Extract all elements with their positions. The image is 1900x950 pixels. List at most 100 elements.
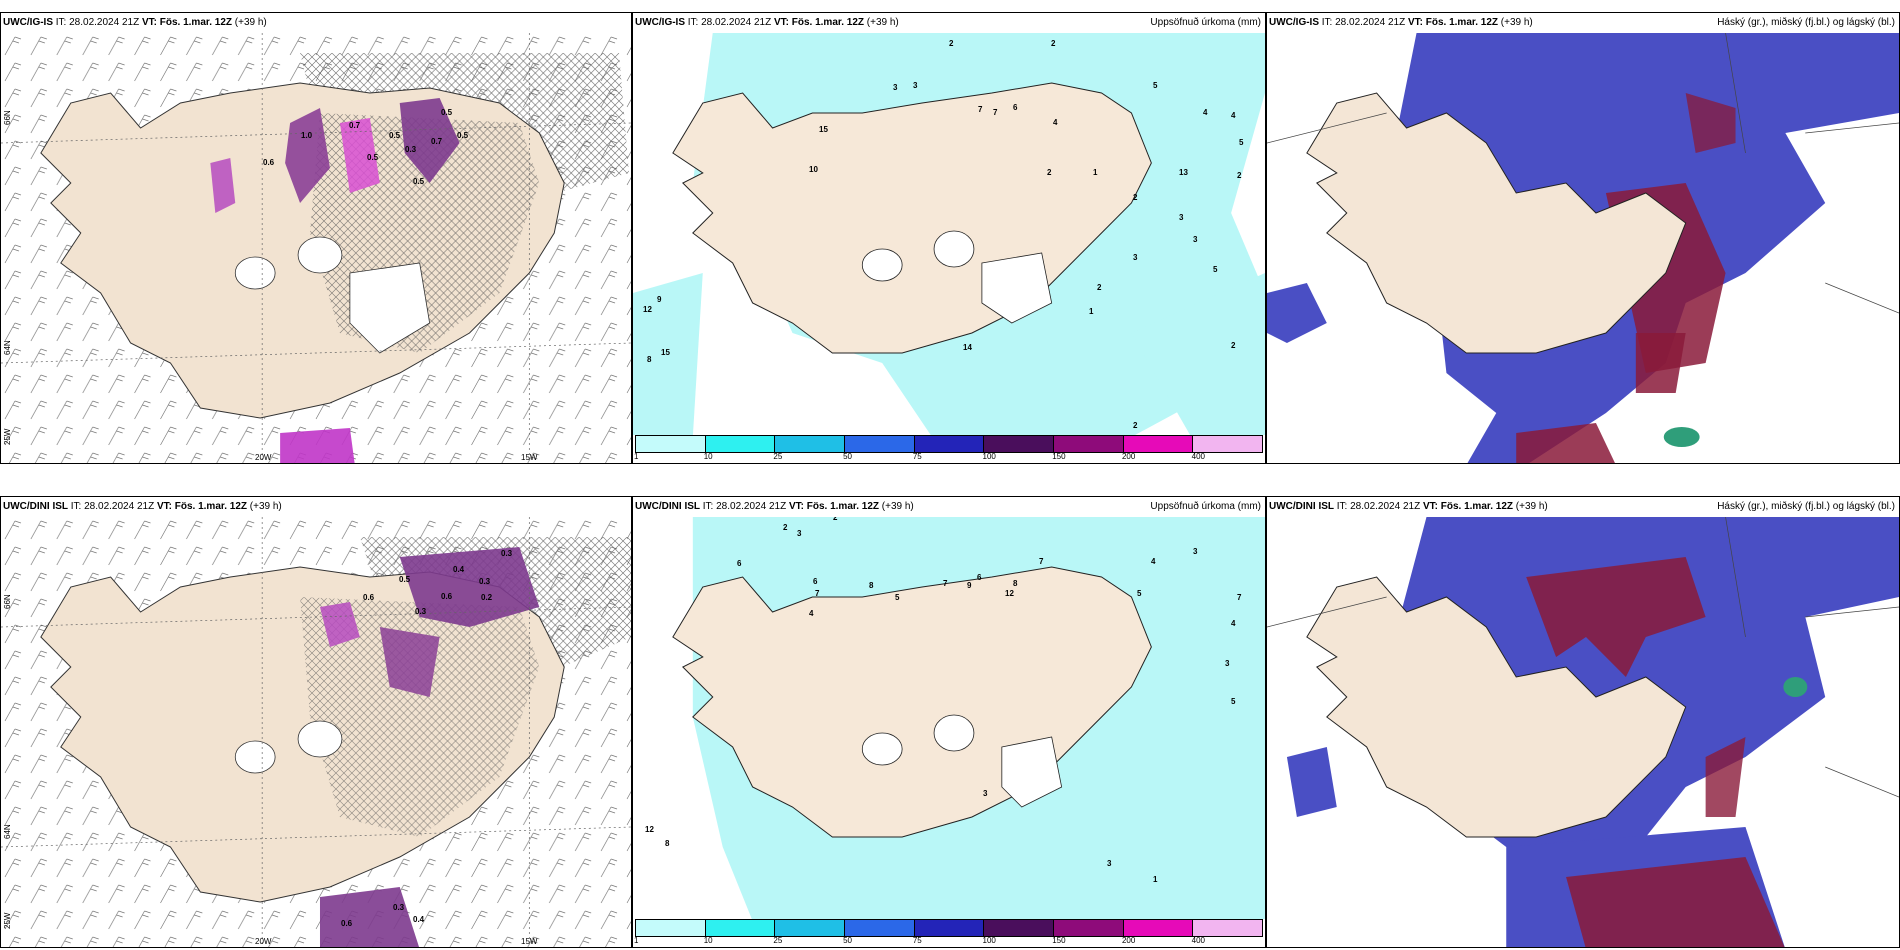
colorbar-tick: 50 — [843, 452, 853, 461]
precip-value: 12 — [643, 305, 652, 314]
wind-value: 0.5 — [367, 153, 379, 162]
precip-value: 13 — [1179, 168, 1188, 177]
precip-value: 3 — [893, 83, 898, 92]
panel-title: UWC/IG-IS IT: 28.02.2024 21Z VT: Fös. 1.… — [633, 13, 1265, 33]
colorbar-swatch — [984, 920, 1055, 936]
lon-label: 20W — [255, 453, 272, 462]
panel-title: UWC/IG-IS IT: 28.02.2024 21Z VT: Fös. 1.… — [1267, 13, 1899, 33]
precip-value: 5 — [1213, 265, 1218, 274]
precip-value: 14 — [963, 343, 972, 352]
precip-value: 3 — [1179, 213, 1184, 222]
wind-value: 0.3 — [393, 903, 405, 912]
colorbar-swatch — [775, 436, 846, 452]
precip-value: 7 — [993, 108, 998, 117]
iceland-land — [1306, 92, 1687, 354]
lat-label: 66N — [3, 110, 12, 125]
precip-value: 6 — [977, 573, 982, 582]
lat-label: 64N — [3, 340, 12, 355]
colorbar-tick: 25 — [773, 452, 783, 461]
wind-value: 0.6 — [441, 592, 453, 601]
colorbar-swatches — [635, 435, 1263, 453]
colorbar-tick: 400 — [1191, 936, 1206, 945]
wind-value: 1.0 — [301, 131, 313, 140]
lon-label: 15W — [521, 453, 538, 462]
precip-value: 7 — [815, 589, 820, 598]
precip-value: 8 — [1013, 579, 1018, 588]
cloud-map — [1267, 33, 1899, 463]
cloud-map — [1267, 517, 1899, 947]
panel-precip-row0: UWC/IG-IS IT: 28.02.2024 21Z VT: Fös. 1.… — [632, 12, 1266, 464]
colorbar-swatch — [845, 920, 915, 936]
wind-value: 0.3 — [479, 577, 491, 586]
colorbar-tick: 150 — [1052, 452, 1066, 461]
precip-value: 2 — [1133, 193, 1138, 202]
precip-value: 4 — [809, 609, 814, 618]
wind-map — [1, 33, 631, 463]
precip-value: 9 — [967, 581, 972, 590]
wind-value: 0.6 — [341, 919, 353, 928]
precip-value: 3 — [1193, 235, 1198, 244]
precip-value: 3 — [1133, 253, 1138, 262]
colorbar-swatch — [984, 436, 1055, 452]
colorbar-tick: 100 — [982, 936, 996, 945]
panel-wind-row0: UWC/IG-IS IT: 28.02.2024 21Z VT: Fös. 1.… — [0, 12, 632, 464]
wind-value: 0.5 — [457, 131, 469, 140]
precip-value: 10 — [809, 165, 818, 174]
colorbar-ticks: 1 10 25 50 75 100 150 200 400 — [634, 452, 1263, 463]
wind-value: 0.7 — [349, 121, 361, 130]
wind-value: 0.5 — [441, 108, 453, 117]
precip-value: 5 — [895, 593, 900, 602]
precip-value: 2 — [1051, 39, 1056, 48]
colorbar-swatch — [1054, 920, 1124, 936]
colorbar-swatch — [914, 436, 985, 452]
precip-value: 8 — [665, 839, 670, 848]
colorbar-swatch — [636, 436, 706, 452]
lat-label: 25W — [3, 428, 12, 445]
wind-value: 0.6 — [263, 158, 275, 167]
colorbar: 1 10 25 50 75 100 150 200 400 — [633, 435, 1265, 463]
precip-value: 3 — [1193, 547, 1198, 556]
panel-precip-row1: UWC/DINI ISL IT: 28.02.2024 21Z VT: Fös.… — [632, 496, 1266, 948]
precip-value: 12 — [1005, 589, 1014, 598]
precip-value: 5 — [1239, 138, 1244, 147]
iceland-land — [1306, 576, 1687, 838]
colorbar-swatch — [1193, 920, 1263, 936]
colorbar-tick: 1 — [634, 452, 639, 461]
precip-value: 2 — [1231, 341, 1236, 350]
colorbar-tick: 150 — [1052, 936, 1066, 945]
colorbar-tick: 50 — [843, 936, 853, 945]
panel-cloud-row1: UWC/DINI ISL IT: 28.02.2024 21Z VT: Fös.… — [1266, 496, 1900, 948]
colorbar-tick: 400 — [1191, 452, 1206, 461]
colorbar-swatch — [1123, 436, 1194, 452]
precip-value: 4 — [1231, 111, 1236, 120]
precip-map — [633, 33, 1265, 437]
precip-value: 3 — [913, 81, 918, 90]
precip-value: 7 — [943, 579, 948, 588]
colorbar-swatch — [914, 920, 985, 936]
model-name: UWC/IG-IS — [635, 17, 685, 28]
lat-label: 25W — [3, 912, 12, 929]
colorbar-swatch — [705, 920, 776, 936]
colorbar-tick: 100 — [982, 452, 996, 461]
precip-value: 6 — [737, 559, 742, 568]
lat-label: 66N — [3, 594, 12, 609]
colorbar-tick: 200 — [1121, 936, 1136, 945]
colorbar-tick: 1 — [634, 936, 639, 945]
colorbar-tick: 10 — [703, 936, 713, 945]
model-name: UWC/DINI ISL — [635, 501, 700, 512]
panel-wind-row1: UWC/DINI ISL IT: 28.02.2024 21Z VT: Fös.… — [0, 496, 632, 948]
precip-value: 4 — [1203, 108, 1208, 117]
panel-title: UWC/IG-IS IT: 28.02.2024 21Z VT: Fös. 1.… — [1, 13, 631, 33]
wind-value: 0.4 — [453, 565, 465, 574]
precip-value: 15 — [661, 348, 670, 357]
precip-value: 4 — [1053, 118, 1058, 127]
precip-value: 1 — [1089, 307, 1094, 316]
lat-label: 64N — [3, 824, 12, 839]
precip-value: 2 — [833, 513, 838, 522]
precip-value: 5 — [1231, 697, 1236, 706]
precip-value: 5 — [1137, 589, 1142, 598]
lon-label: 15W — [521, 937, 538, 946]
precip-value: 2 — [949, 39, 954, 48]
colorbar-swatch — [1123, 920, 1194, 936]
precip-value: 3 — [1225, 659, 1230, 668]
